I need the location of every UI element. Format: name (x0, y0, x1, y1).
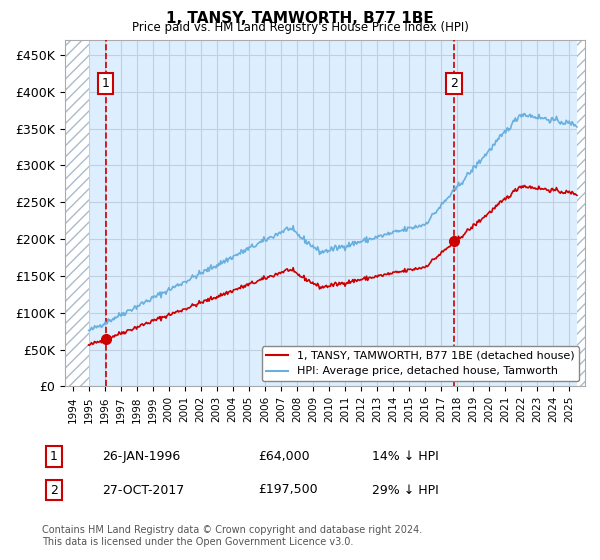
Text: £197,500: £197,500 (258, 483, 317, 497)
Bar (65, 40, 89, 386)
Text: Price paid vs. HM Land Registry's House Price Index (HPI): Price paid vs. HM Land Registry's House … (131, 21, 469, 34)
Text: Contains HM Land Registry data © Crown copyright and database right 2024.
This d: Contains HM Land Registry data © Crown c… (42, 525, 422, 547)
Bar (577, 40, 585, 386)
Text: £64,000: £64,000 (258, 450, 310, 463)
Text: 1: 1 (50, 450, 58, 463)
Text: 1: 1 (102, 77, 110, 90)
Text: 2: 2 (50, 483, 58, 497)
Text: 26-JAN-1996: 26-JAN-1996 (102, 450, 180, 463)
Text: 1, TANSY, TAMWORTH, B77 1BE: 1, TANSY, TAMWORTH, B77 1BE (166, 11, 434, 26)
Legend: 1, TANSY, TAMWORTH, B77 1BE (detached house), HPI: Average price, detached house: 1, TANSY, TAMWORTH, B77 1BE (detached ho… (262, 347, 580, 381)
Text: 14% ↓ HPI: 14% ↓ HPI (372, 450, 439, 463)
Text: 27-OCT-2017: 27-OCT-2017 (102, 483, 184, 497)
Text: 29% ↓ HPI: 29% ↓ HPI (372, 483, 439, 497)
Text: 2: 2 (450, 77, 458, 90)
